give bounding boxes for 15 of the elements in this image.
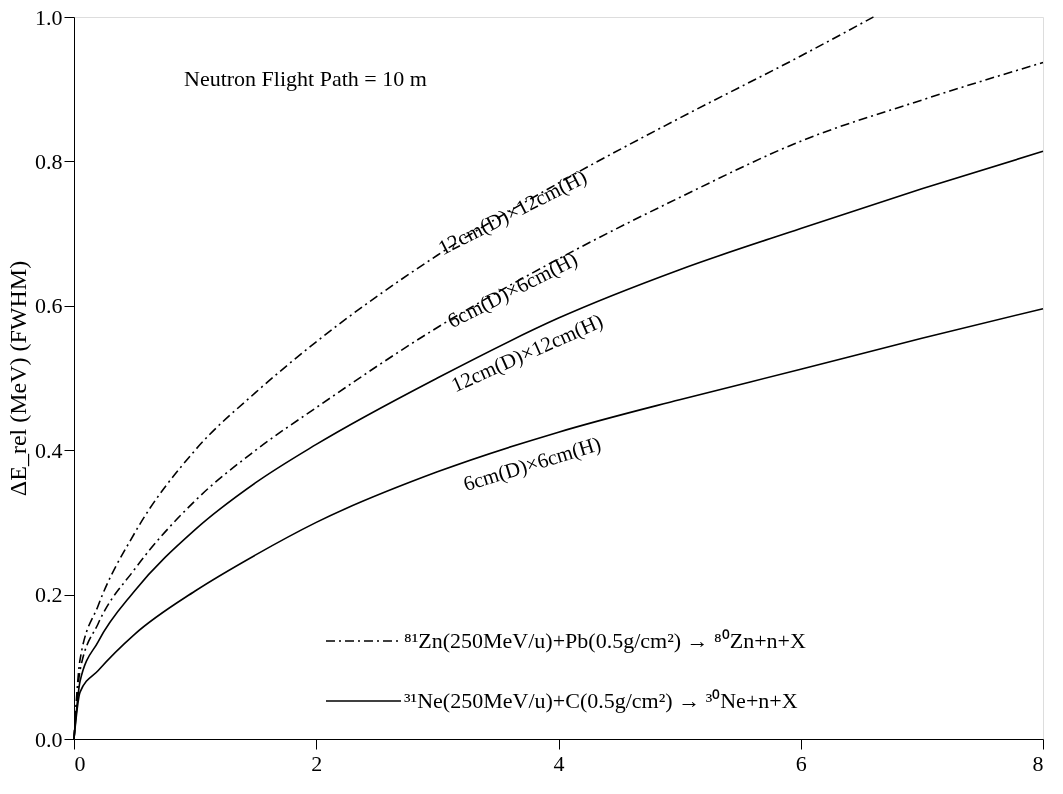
x-tick-label: 8 xyxy=(1032,750,1044,776)
x-tick-label: 4 xyxy=(553,750,565,776)
y-tick-label: 0.0 xyxy=(35,726,63,752)
annotation: Neutron Flight Path = 10 m xyxy=(184,66,427,91)
y-axis-title: ΔE_rel (MeV) (FWHM) xyxy=(5,260,31,497)
x-tick-label: 2 xyxy=(311,750,323,776)
x-tick-label: 6 xyxy=(795,750,807,776)
legend-label: ³¹Ne(250MeV/u)+C(0.5g/cm²) → ³⁰Ne+n+X xyxy=(404,688,798,713)
y-tick-label: 0.6 xyxy=(35,293,63,319)
y-tick-label: 0.2 xyxy=(35,582,63,608)
legend-label: ⁸¹Zn(250MeV/u)+Pb(0.5g/cm²) → ⁸⁰Zn+n+X xyxy=(404,628,806,653)
y-tick-label: 1.0 xyxy=(35,4,63,30)
y-tick-label: 0.8 xyxy=(35,148,63,174)
y-tick-label: 0.4 xyxy=(35,437,63,463)
x-tick-label: 0 xyxy=(74,750,86,776)
